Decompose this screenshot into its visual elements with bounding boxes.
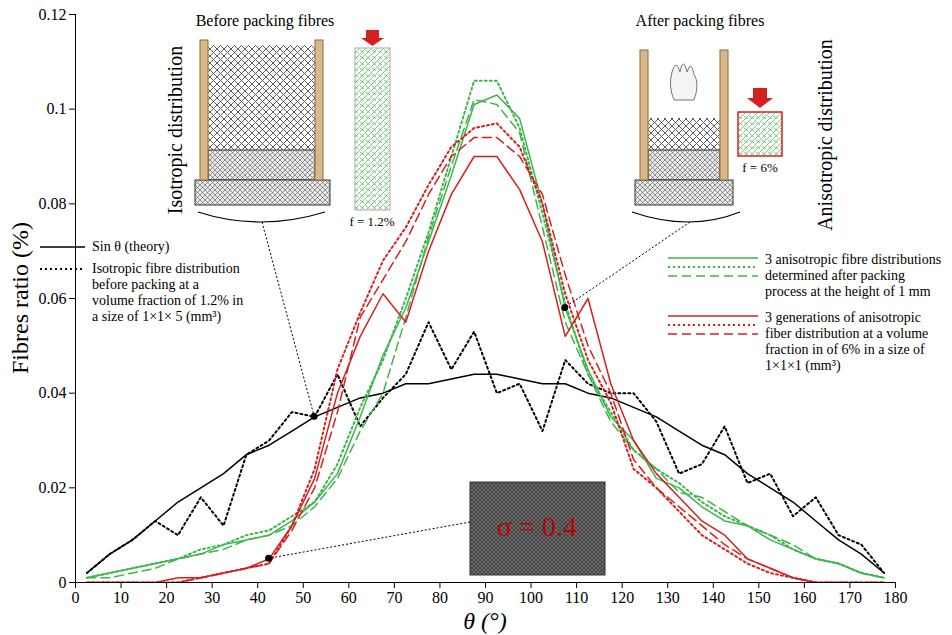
svg-text:170: 170 xyxy=(838,589,862,606)
svg-text:0.04: 0.04 xyxy=(39,384,67,401)
svg-text:f = 1.2%: f = 1.2% xyxy=(349,214,394,229)
svg-text:10: 10 xyxy=(113,589,129,606)
svg-text:60: 60 xyxy=(341,589,357,606)
html-text:3 anisotropic fibre distributi: 3 anisotropic fibre distributions determ… xyxy=(765,252,942,299)
svg-text:30: 30 xyxy=(204,589,220,606)
svg-text:0: 0 xyxy=(72,589,80,606)
svg-text:110: 110 xyxy=(565,589,588,606)
svg-text:80: 80 xyxy=(432,589,448,606)
svg-text:0.02: 0.02 xyxy=(39,479,67,496)
html-text:3 generations of anisotropic f: 3 generations of anisotropic fiber distr… xyxy=(765,310,929,373)
svg-text:After packing fibres: After packing fibres xyxy=(636,12,765,30)
svg-text:0.12: 0.12 xyxy=(39,6,67,23)
svg-text:f = 6%: f = 6% xyxy=(742,160,778,175)
svg-text:150: 150 xyxy=(747,589,771,606)
svg-text:σ = 0.4: σ = 0.4 xyxy=(497,511,577,542)
svg-text:0.1: 0.1 xyxy=(47,100,67,117)
svg-text:Isotropic distribution: Isotropic distribution xyxy=(164,46,187,214)
svg-text:θ (°): θ (°) xyxy=(463,608,506,634)
svg-text:140: 140 xyxy=(701,589,725,606)
svg-text:20: 20 xyxy=(159,589,175,606)
html-text:Sin θ (theory): Sin θ (theory) xyxy=(92,239,170,254)
svg-text:0: 0 xyxy=(59,574,67,591)
svg-text:50: 50 xyxy=(295,589,311,606)
svg-text:Fibres ratio (%): Fibres ratio (%) xyxy=(7,222,33,374)
html-text:Isotropic fibre distribution b: Isotropic fibre distribution before pack… xyxy=(92,261,244,324)
svg-text:70: 70 xyxy=(386,589,402,606)
svg-text:180: 180 xyxy=(884,589,908,606)
svg-text:40: 40 xyxy=(250,589,266,606)
svg-text:160: 160 xyxy=(792,589,816,606)
svg-text:120: 120 xyxy=(610,589,634,606)
svg-text:Before packing fibres: Before packing fibres xyxy=(196,12,335,30)
svg-text:0.06: 0.06 xyxy=(39,290,67,307)
svg-text:0.08: 0.08 xyxy=(39,195,67,212)
svg-text:130: 130 xyxy=(656,589,680,606)
svg-text:90: 90 xyxy=(478,589,494,606)
svg-text:Anisotropic distribution: Anisotropic distribution xyxy=(814,39,837,231)
svg-text:100: 100 xyxy=(519,589,543,606)
